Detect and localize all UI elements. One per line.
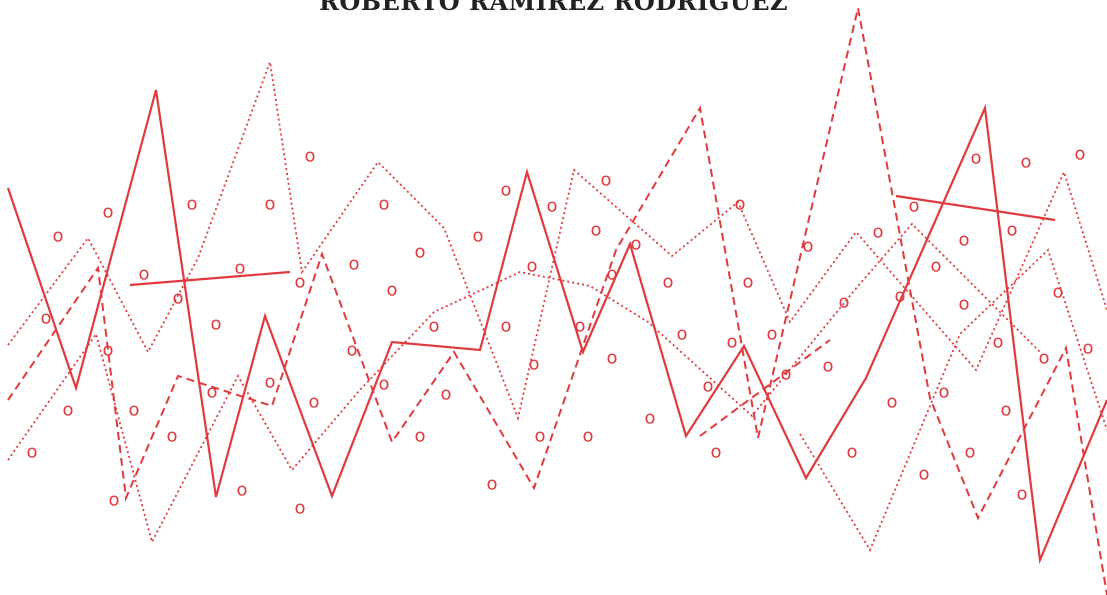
pattern-circle-icon: o [526,256,537,277]
pattern-circle-icon: o [894,286,905,307]
pattern-circle-icon: o [234,258,245,279]
pattern-circle-icon: o [582,426,593,447]
pattern-circle-icon: o [348,254,359,275]
pattern-circle-icon: o [206,382,217,403]
pattern-circle-icon: o [304,146,315,167]
pattern-circle-icon: o [574,316,585,337]
pattern-circle-icon: o [378,374,389,395]
pattern-circle-icon: o [644,408,655,429]
pattern-circle-icon: o [166,426,177,447]
pattern-circle-icon: o [600,170,611,191]
pattern-circle-icon: o [414,426,425,447]
pattern-circle-icon: o [236,480,247,501]
pattern-circle-icon: o [500,180,511,201]
pattern-circle-icon: o [970,148,981,169]
pattern-circle-icon: o [378,194,389,215]
pattern-circle-icon: o [472,226,483,247]
pattern-circle-icon: o [210,314,221,335]
pattern-line-dotted [799,248,1107,552]
pattern-line-dashed [699,339,831,437]
pattern-line-solid [6,89,1107,565]
pattern-circle-icon: o [1016,484,1027,505]
pattern-circle-icon: o [546,196,557,217]
pattern-circle-icon: o [726,332,737,353]
pattern-circle-icon: o [846,442,857,463]
pattern-circle-icon: o [822,356,833,377]
pattern-circle-icon: o [1000,400,1011,421]
pattern-circle-icon: o [308,392,319,413]
pattern-circle-icon: o [606,348,617,369]
pattern-circle-icon: o [958,230,969,251]
pattern-circle-icon: o [102,202,113,223]
pattern-line-dashed [7,7,1107,595]
pattern-circle-icon: o [386,280,397,301]
pattern-circle-icon: o [908,196,919,217]
pattern-circle-icon: o [264,372,275,393]
pattern-circle-icon: o [590,220,601,241]
pattern-circle-icon: o [414,242,425,263]
pattern-circle-icon: o [702,376,713,397]
pattern-circle-icon: o [992,332,1003,353]
pattern-circle-icon: o [734,194,745,215]
pattern-circle-icon: o [742,272,753,293]
pattern-circle-icon: o [52,226,63,247]
pattern-circle-icon: o [102,340,113,361]
pattern-circle-icon: o [710,442,721,463]
pattern-circle-icon: o [62,400,73,421]
pattern-line-solid [895,194,1056,222]
pattern-circle-icon: o [172,288,183,309]
pattern-line-dotted [7,61,1107,422]
pattern-circle-icon: o [108,490,119,511]
pattern-circle-icon: o [26,442,37,463]
pattern-circle-icon: o [486,474,497,495]
pattern-circle-icon: o [872,222,883,243]
pattern-circle-icon: o [964,442,975,463]
pattern-circle-icon: o [346,340,357,361]
pattern-circle-icon: o [440,384,451,405]
pattern-circle-icon: o [630,234,641,255]
pattern-circle-icon: o [662,272,673,293]
pattern-circle-icon: o [766,324,777,345]
pattern-circle-icon: o [534,426,545,447]
pattern-circle-icon: o [294,272,305,293]
pattern-circle-icon: o [838,292,849,313]
pattern-circle-icon: o [1082,338,1093,359]
pattern-circle-icon: o [938,382,949,403]
pattern-circle-icon: o [528,354,539,375]
pattern-circle-icon: o [264,194,275,215]
pattern-circle-icon: o [1006,220,1017,241]
pattern-circle-icon: o [958,294,969,315]
pattern-circle-icon: o [802,236,813,257]
pattern-circle-icon: o [40,308,51,329]
pattern-circle-icon: o [606,264,617,285]
pattern-line-solid [129,270,291,287]
pattern-line-dotted [7,222,1041,545]
author-name: ROBERTO RAMÍREZ RODRÍGUEZ [318,0,789,16]
pattern-circle-icon: o [1020,152,1031,173]
pattern-circle-icon: o [780,364,791,385]
pattern-circle-icon: o [128,400,139,421]
pattern-circle-icon: o [294,498,305,519]
pattern-circle-icon: o [186,194,197,215]
pattern-circle-icon: o [676,324,687,345]
pattern-circle-icon: o [500,316,511,337]
pattern-circle-icon: o [1052,282,1063,303]
pattern-circle-icon: o [1074,144,1085,165]
pattern-circle-icon: o [138,264,149,285]
pattern-circle-icon: o [930,256,941,277]
pattern-circle-icon: o [1038,348,1049,369]
pattern-circle-icon: o [886,392,897,413]
pattern-circle-icon: o [428,316,439,337]
pattern-circle-icon: o [918,464,929,485]
